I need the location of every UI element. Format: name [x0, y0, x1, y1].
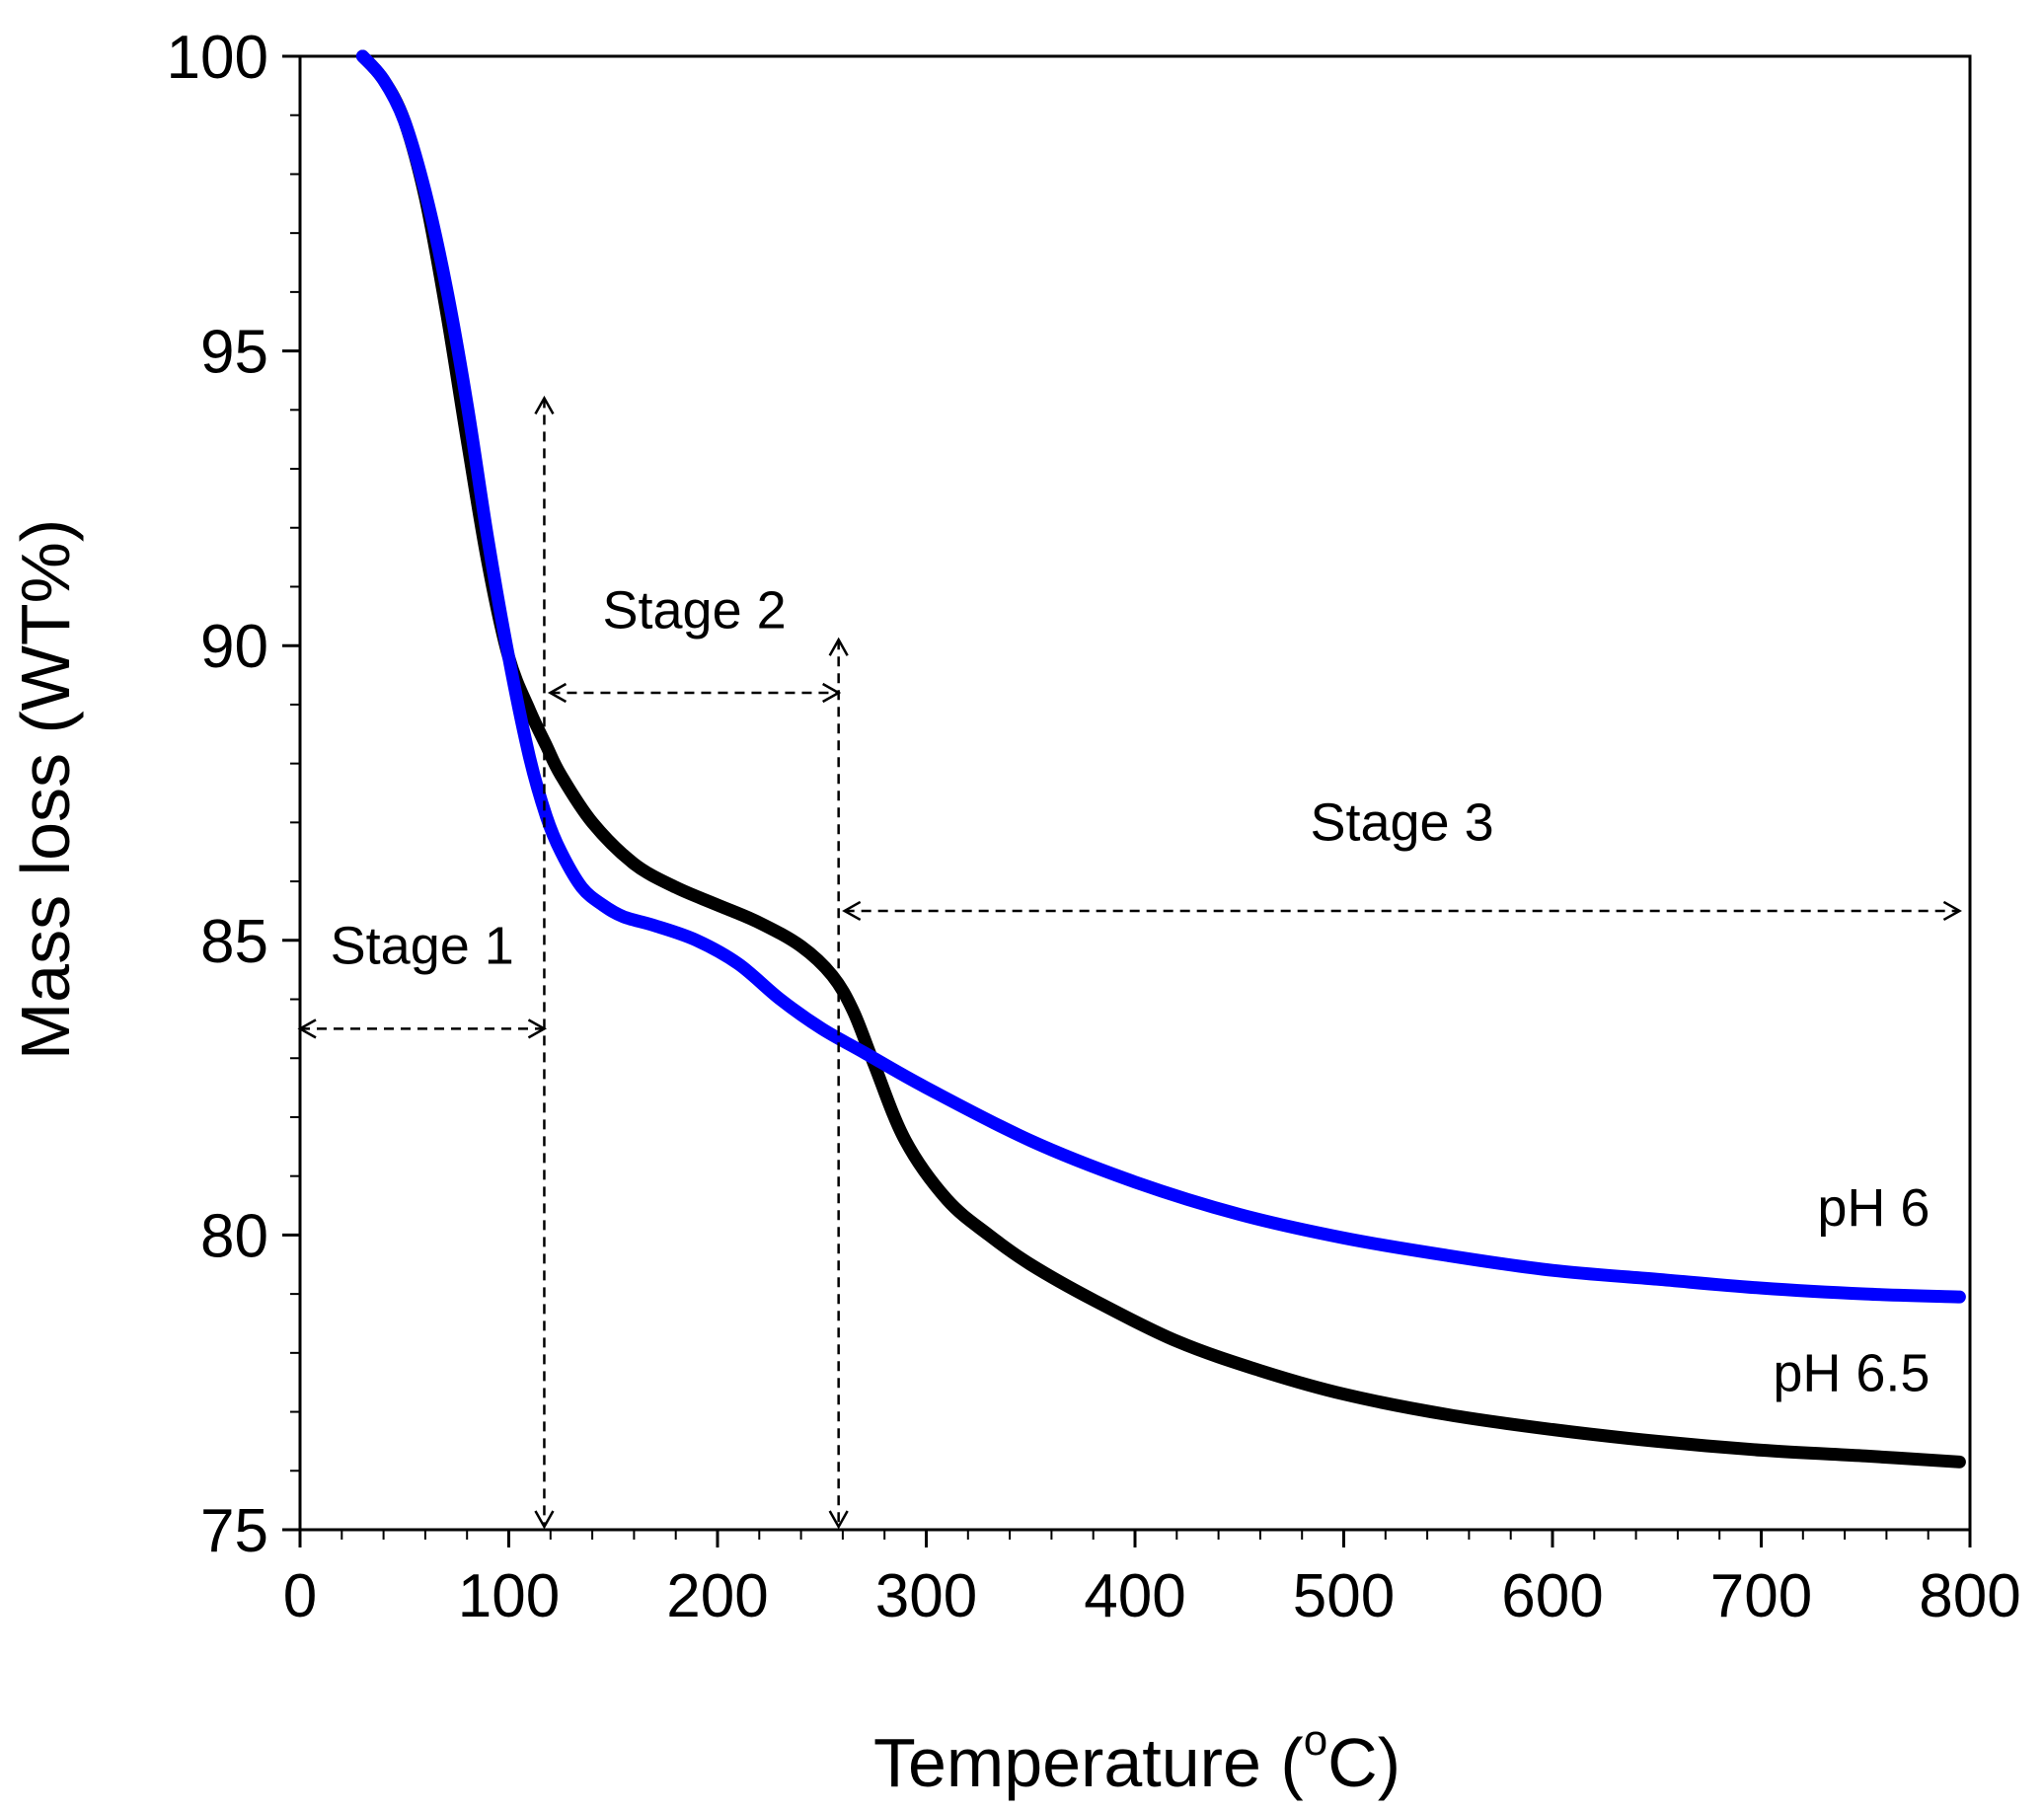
- arrowhead: [527, 1018, 548, 1039]
- arrowhead: [842, 900, 862, 922]
- stage-label: Stage 1: [331, 917, 514, 976]
- arrowhead: [534, 395, 555, 415]
- x-tick-label: 100: [458, 1562, 560, 1630]
- y-tick-label: 80: [200, 1202, 268, 1270]
- x-tick-label: 500: [1293, 1562, 1395, 1630]
- x-tick-label: 700: [1710, 1562, 1812, 1630]
- x-tick-label: 300: [875, 1562, 977, 1630]
- series-label-ph-6: pH 6: [1817, 1178, 1930, 1238]
- arrowhead: [828, 1510, 849, 1530]
- y-tick-label: 75: [200, 1497, 268, 1565]
- plot-frame: [298, 54, 1972, 1532]
- y-tick-label: 90: [200, 613, 268, 681]
- stage-label: Stage 3: [1310, 792, 1493, 852]
- arrowhead: [822, 682, 842, 704]
- series-label-ph-6-5: pH 6.5: [1773, 1343, 1930, 1402]
- arrowhead: [297, 1018, 317, 1039]
- stage-label: Stage 2: [602, 580, 786, 640]
- y-tick-label: 95: [200, 319, 268, 387]
- y-tick-label: 85: [200, 908, 268, 976]
- x-tick-label: 400: [1084, 1562, 1185, 1630]
- x-tick-label: 0: [283, 1562, 317, 1630]
- arrowhead: [828, 637, 849, 656]
- annotation-layer: Stage 1 Stage 2 Stage 3: [297, 395, 1962, 1530]
- x-tick-label: 200: [666, 1562, 768, 1630]
- x-tick-label: 800: [1919, 1562, 2020, 1630]
- arrowhead: [547, 682, 568, 704]
- y-axis-title: Mass loss (WT%): [7, 519, 84, 1060]
- arrowhead: [534, 1510, 555, 1530]
- x-tick-label: 600: [1501, 1562, 1603, 1630]
- x-axis-title: Temperature (oC): [873, 1716, 1401, 1801]
- series-line-ph-6-5: [355, 49, 1966, 1469]
- y-tick-label: 100: [167, 24, 268, 92]
- arrowhead: [1942, 900, 1962, 922]
- series-layer: pH 6.5 pH 6: [355, 49, 1966, 1469]
- axes-layer: 0 100 200 300 400 500 600 700 800 75 80 85 90 95 100: [167, 24, 2021, 1630]
- series-line-ph-6: [355, 49, 1966, 1304]
